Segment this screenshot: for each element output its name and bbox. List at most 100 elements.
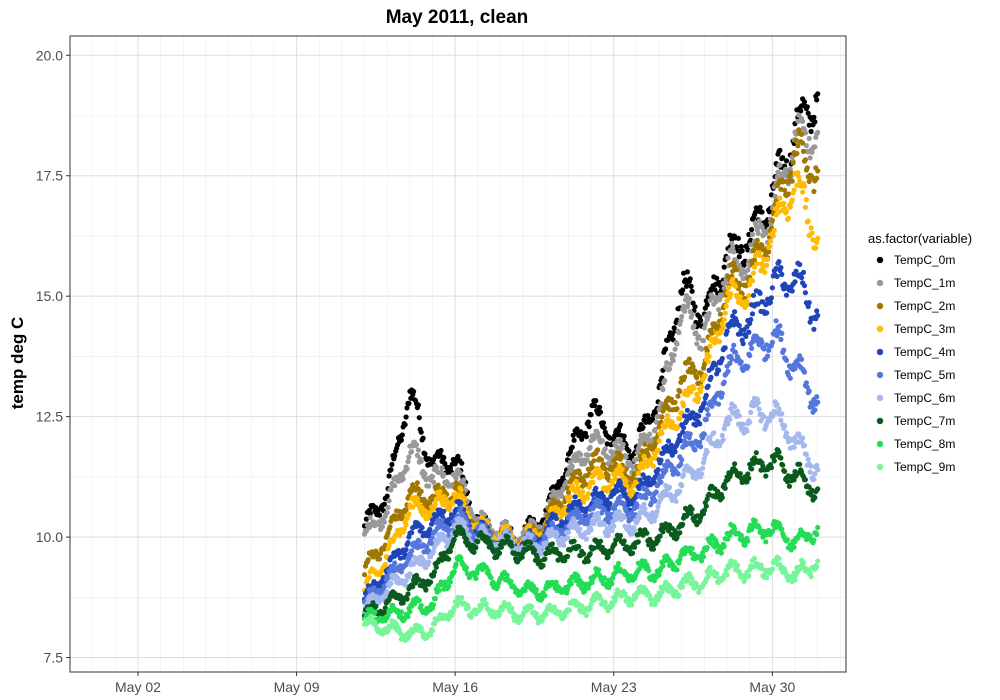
- data-point: [504, 572, 510, 578]
- data-point: [392, 560, 398, 566]
- data-point: [385, 504, 391, 510]
- data-point: [407, 571, 413, 577]
- data-point: [618, 453, 624, 459]
- data-point: [778, 417, 784, 423]
- series-TempC_8m: [361, 517, 821, 624]
- data-point: [653, 489, 659, 495]
- data-point: [704, 406, 710, 413]
- data-point: [732, 309, 738, 315]
- data-point: [585, 491, 591, 497]
- data-point: [459, 595, 465, 601]
- data-point: [749, 466, 755, 472]
- data-point: [765, 353, 771, 359]
- data-point: [722, 310, 728, 316]
- legend-key: [876, 279, 884, 287]
- data-point: [815, 486, 821, 492]
- data-point: [399, 432, 405, 438]
- data-point: [677, 556, 683, 563]
- data-point: [776, 406, 782, 412]
- data-point: [793, 137, 799, 143]
- legend: as.factor(variable) TempC_0mTempC_1mTemp…: [868, 231, 972, 474]
- data-point: [798, 108, 804, 114]
- data-point: [564, 479, 570, 485]
- data-point: [689, 288, 695, 294]
- data-point: [626, 448, 632, 454]
- data-point: [531, 547, 538, 554]
- data-point: [688, 389, 694, 395]
- data-point: [412, 580, 419, 586]
- data-point: [709, 403, 715, 409]
- data-point: [702, 321, 708, 327]
- data-point: [642, 441, 648, 447]
- data-point: [406, 454, 412, 460]
- data-point: [445, 525, 451, 531]
- data-point: [737, 471, 743, 477]
- data-point: [367, 514, 373, 520]
- data-point: [403, 547, 409, 553]
- data-point: [673, 498, 679, 504]
- data-point: [519, 554, 525, 560]
- data-point: [542, 556, 548, 562]
- legend-label: TempC_5m: [894, 368, 955, 382]
- data-point: [579, 505, 585, 511]
- data-point: [669, 419, 675, 425]
- data-point: [806, 135, 812, 142]
- data-point: [756, 406, 762, 412]
- data-point: [799, 356, 805, 362]
- data-point: [381, 519, 387, 525]
- data-point: [692, 304, 698, 310]
- data-point: [763, 539, 769, 545]
- data-point: [405, 540, 411, 546]
- data-point: [693, 330, 699, 336]
- data-point: [458, 505, 464, 511]
- data-point: [783, 357, 790, 363]
- data-point: [815, 168, 821, 174]
- data-point: [640, 424, 646, 430]
- data-point: [750, 292, 757, 298]
- data-point: [505, 534, 511, 540]
- data-point: [466, 532, 472, 538]
- data-point: [794, 150, 800, 157]
- data-point: [432, 501, 438, 507]
- data-point: [591, 521, 597, 527]
- legend-label: TempC_0m: [894, 253, 955, 267]
- data-point: [680, 287, 686, 293]
- data-point: [814, 175, 820, 181]
- data-point: [679, 457, 685, 463]
- data-point: [566, 498, 573, 504]
- data-point: [681, 403, 687, 409]
- data-point: [592, 403, 598, 409]
- data-point: [655, 537, 661, 544]
- data-point: [743, 333, 749, 339]
- data-point: [377, 512, 383, 518]
- data-point: [386, 473, 392, 479]
- plot-panel-border: [69, 35, 847, 673]
- data-point: [388, 467, 394, 473]
- data-point: [617, 494, 624, 500]
- data-point: [636, 442, 642, 448]
- data-point: [509, 605, 515, 611]
- data-point: [701, 507, 708, 513]
- data-point: [738, 359, 744, 365]
- data-point: [428, 632, 434, 638]
- data-point: [406, 400, 412, 407]
- data-point: [655, 447, 661, 453]
- data-point: [636, 515, 642, 521]
- data-point: [409, 530, 415, 536]
- data-point: [623, 478, 629, 484]
- data-point: [699, 384, 705, 390]
- data-point: [597, 404, 603, 410]
- data-point: [426, 559, 432, 565]
- data-point: [392, 453, 398, 459]
- data-point: [680, 584, 686, 590]
- data-point: [714, 275, 720, 281]
- data-point: [585, 452, 591, 458]
- data-point: [769, 285, 776, 291]
- data-point: [576, 509, 582, 516]
- data-point: [588, 527, 594, 533]
- data-point: [416, 415, 422, 421]
- data-point: [755, 230, 761, 236]
- data-point: [684, 392, 691, 398]
- data-point: [692, 447, 698, 453]
- data-point: [589, 579, 595, 586]
